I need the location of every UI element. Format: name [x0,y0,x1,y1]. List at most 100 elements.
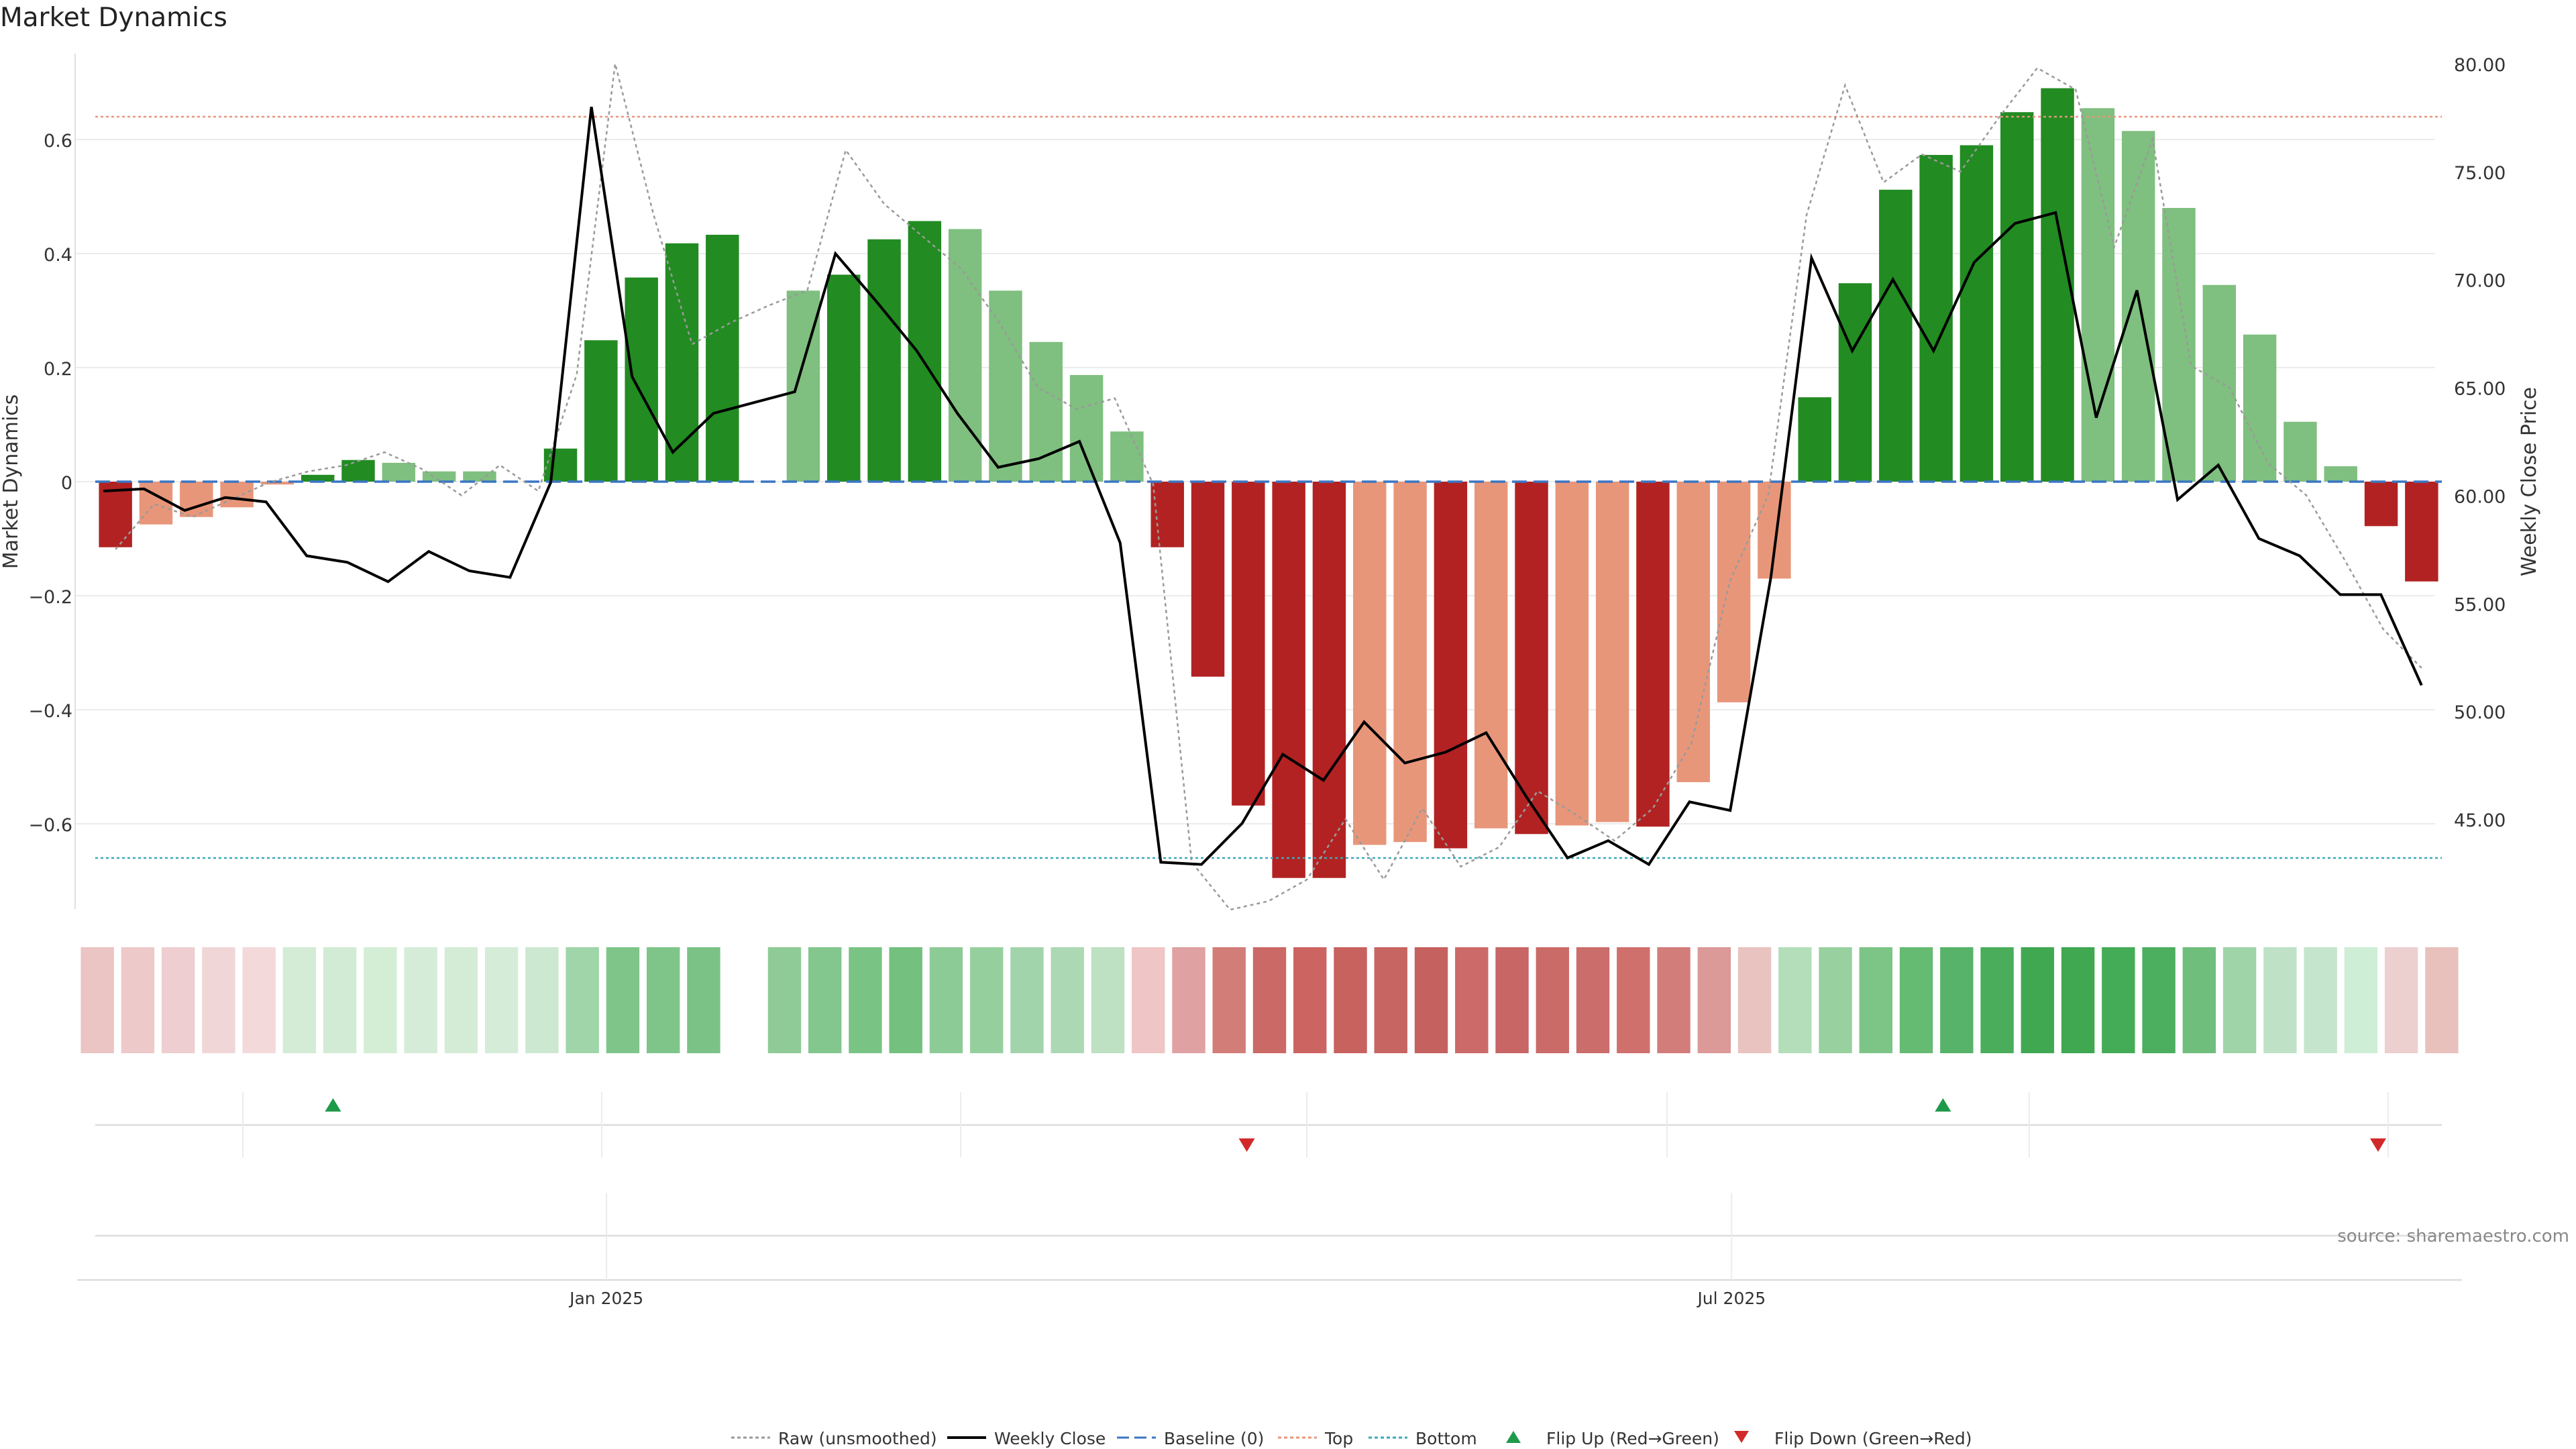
dynamics-bar [1150,482,1184,547]
heat-strip-cell [849,947,882,1053]
dynamics-bar [1515,482,1548,835]
heat-strip-cell [2384,947,2418,1053]
y-tick-label: 0.4 [44,245,72,266]
dynamics-bar [706,234,739,482]
heat-strip-cell [1455,947,1489,1053]
heat-strip-cell [2344,947,2378,1053]
heat-strip-cell [687,947,720,1053]
dynamics-bar [1838,283,1872,482]
heat-strip-cell [202,947,235,1053]
dynamics-bar [1595,482,1629,822]
y-axis-label: Market Dynamics [0,394,23,570]
dynamics-bar [584,340,618,482]
dynamics-bar [989,290,1022,482]
heat-strip-cell [2222,947,2257,1053]
y2-tick-label: 55.00 [2454,594,2506,615]
dynamics-bar [2243,334,2277,482]
raw-line [115,63,2422,911]
heat-strip-cell [767,947,802,1053]
heat-strip-cell [80,947,114,1053]
heat-strip-cell [242,947,276,1053]
y-tick-label: 0.2 [44,359,72,380]
dynamics-bar [2284,421,2317,482]
heat-strip-cell [2061,947,2095,1053]
heat-strip-cell [1374,947,1407,1053]
flip-up-marker [325,1098,341,1112]
heat-strip-cell [2425,947,2459,1053]
dynamics-bar [1960,145,1994,482]
dynamics-bar [2000,112,2034,482]
dynamics-bar [908,221,942,482]
y-tick-label: 0.6 [44,131,72,152]
dynamics-bar [382,462,416,482]
heat-strip-cell [1899,947,1933,1053]
dynamics-bar [1717,482,1751,702]
dynamics-bar [2364,482,2398,527]
dynamics-bar [1879,189,1913,482]
heat-strip-cell [2263,947,2297,1053]
dynamics-bar [543,448,578,482]
dynamics-bar [220,482,254,508]
dynamics-bar [827,274,861,482]
heat-strip-cell [282,947,317,1053]
flip-down-marker [1238,1138,1255,1152]
heat-strip-cell [161,947,195,1053]
chart-title: Market Dynamics [0,3,227,33]
dynamics-bar [1353,482,1387,845]
dynamics-bar [2324,466,2357,482]
dynamics-bar [1191,482,1225,677]
flip-up-marker [1935,1098,1951,1112]
heat-strip-cell [727,947,761,1053]
dynamics-bar [625,277,658,482]
heat-strip-cell [566,947,599,1053]
dynamics-bar [2162,208,2196,482]
dynamics-bar [260,482,294,485]
heat-strip-cell [1657,947,1690,1053]
y2-tick-label: 75.00 [2454,163,2506,184]
y2-tick-label: 70.00 [2454,271,2506,292]
heat-strip-cell [323,947,357,1053]
x-tick-label: Jan 2025 [568,1289,643,1308]
heat-strip-cell [2304,947,2337,1053]
dynamics-bar [948,229,982,482]
legend-label: Raw (unsmoothed) [778,1429,937,1448]
dynamics-bar [341,460,375,482]
heat-strip-cell [1819,947,1852,1053]
heat-strip-cell [1940,947,1974,1053]
heat-strip-cell [808,947,842,1053]
heat-strip-cell [1293,947,1327,1053]
heat-strip-cell [525,947,559,1053]
flip-down-marker [2369,1138,2386,1152]
heat-strip-cell [929,947,963,1053]
heat-strip-cell [970,947,1004,1053]
heat-strip-cell [2102,947,2135,1053]
heat-strip-cell [1010,947,1044,1053]
dynamics-bar [1636,482,1670,827]
dynamics-bar [301,474,335,482]
dynamics-bar [1676,482,1710,782]
y-tick-label: −0.4 [28,701,72,722]
heat-strip-cell [444,947,478,1053]
legend-label: Top [1324,1429,1353,1448]
y-tick-label: −0.6 [28,815,72,836]
dynamics-bar [463,471,496,482]
dynamics-bar [1110,431,1144,482]
dynamics-bar [1758,482,1791,579]
dynamics-bar [867,239,901,482]
dynamics-bar [422,471,456,482]
source-credit: source: sharemaestro.com [2337,1226,2569,1246]
legend-flip-up-icon [1506,1431,1521,1443]
dynamics-bar [2081,108,2115,482]
heat-strip-cell [606,947,640,1053]
dynamics-bar [1312,482,1346,878]
heat-strip-cell [1980,947,2014,1053]
heat-strip-cell [1737,947,1772,1053]
y2-axis-label: Weekly Close Price [2518,387,2541,576]
dynamics-bar [2202,284,2237,482]
x-tick-label: Jul 2025 [1696,1289,1766,1308]
heat-strip-cell [1536,947,1569,1053]
heat-strip-cell [404,947,437,1053]
heat-strip-cell [1414,947,1448,1053]
y2-tick-label: 45.00 [2454,810,2506,831]
